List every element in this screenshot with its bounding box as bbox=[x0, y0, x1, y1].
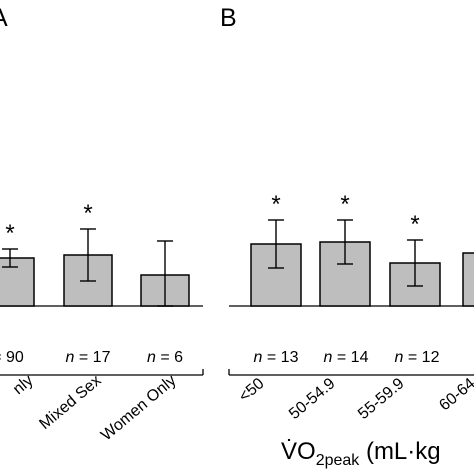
significance-asterisk: * bbox=[5, 220, 14, 247]
n-count-label: = 90 bbox=[0, 349, 24, 366]
n-count-label: n = 6 bbox=[147, 349, 183, 366]
significance-asterisk: * bbox=[83, 200, 92, 227]
panel-label-b: B bbox=[220, 4, 237, 32]
x-axis-title: V̇O2peak (mL·kg bbox=[281, 437, 441, 469]
category-tick-label: 55-59.9 bbox=[355, 375, 408, 423]
category-tick-label: 60-64 bbox=[436, 375, 474, 414]
panel-b: B *n = 13*n = 14*n = 12n<5050-54.955-59.… bbox=[220, 4, 474, 469]
significance-asterisk: * bbox=[340, 191, 349, 218]
category-tick-label: <50 bbox=[236, 375, 268, 406]
significance-asterisk: * bbox=[410, 211, 419, 238]
category-tick-label: nly bbox=[10, 372, 37, 398]
bar bbox=[0, 257, 35, 307]
n-count-label: n = 12 bbox=[395, 349, 440, 366]
category-tick-label: 50-54.9 bbox=[286, 375, 339, 423]
n-count-label: n = 17 bbox=[66, 349, 111, 366]
n-count-label: n = 13 bbox=[254, 349, 299, 366]
panel-label-a: A bbox=[0, 4, 8, 32]
bar bbox=[462, 252, 474, 307]
category-tick-label: Mixed Sex bbox=[36, 372, 104, 433]
category-tick-label: Women Only bbox=[98, 372, 180, 444]
significance-asterisk: * bbox=[271, 191, 280, 218]
n-count-label: n = 14 bbox=[324, 349, 369, 366]
